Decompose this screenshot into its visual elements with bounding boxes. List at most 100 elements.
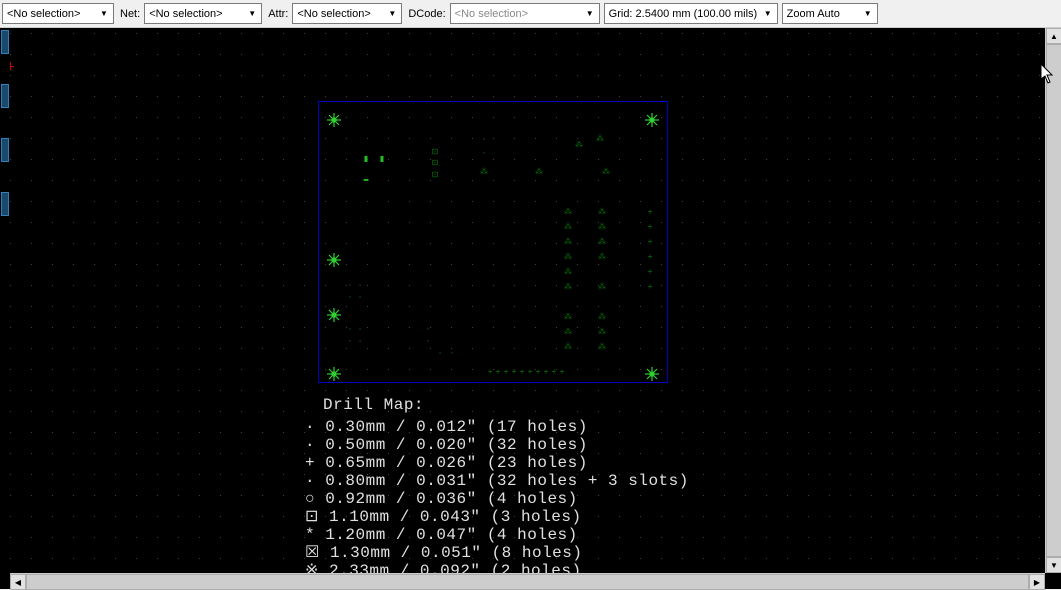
corner-drill-icon xyxy=(327,113,341,127)
drill-mark: · xyxy=(358,294,363,302)
grid-select[interactable]: Grid: 2.5400 mm (100.00 mils) ▼ xyxy=(604,3,778,24)
horizontal-scrollbar[interactable]: ◀ ▶ xyxy=(10,573,1045,589)
drill-mark: ▮ xyxy=(364,156,368,164)
drill-mark: · xyxy=(450,350,455,358)
drill-map-title: Drill Map: xyxy=(323,396,424,414)
scroll-thumb[interactable] xyxy=(1046,44,1061,557)
drill-mark: ⁂ xyxy=(598,329,606,337)
drill-mark: · xyxy=(426,326,431,334)
drill-map-line: + 0.65mm / 0.026" (23 holes) xyxy=(305,454,588,472)
corner-drill-icon xyxy=(327,367,341,381)
drill-mark: ⁂ xyxy=(564,254,572,262)
canvas-area: ▮▮▬⊡⊡⊡··⁂⁂⁂⁂⁂············⁂⁂⁂⁂⁂⁂⁂⁂⁂⁂⁂⁂⁂⁂⁂… xyxy=(0,28,1061,589)
scroll-right-button[interactable]: ▶ xyxy=(1029,574,1045,590)
left-toolbar xyxy=(0,28,10,573)
drill-mark: + xyxy=(488,369,493,377)
net-label: Net: xyxy=(120,8,140,20)
pcb-outline xyxy=(318,101,668,383)
corner-drill-icon xyxy=(645,113,659,127)
vertical-scrollbar[interactable]: ▲ ▼ xyxy=(1045,28,1061,573)
drill-mark: ⁂ xyxy=(564,224,572,232)
drill-mark: ⁂ xyxy=(598,344,606,352)
chevron-down-icon: ▼ xyxy=(97,9,111,18)
dcode-select[interactable]: <No selection> ▼ xyxy=(450,3,600,24)
drill-mark: · xyxy=(348,282,353,290)
drill-mark: + xyxy=(552,369,557,377)
drill-mark: ⁂ xyxy=(564,239,572,247)
drill-mark: + xyxy=(648,239,653,247)
drill-mark: ▬ xyxy=(364,176,369,184)
drill-map-line: · 0.50mm / 0.020" (32 holes) xyxy=(305,436,588,454)
drill-mark: ⁂ xyxy=(480,169,488,177)
left-tool-button[interactable] xyxy=(1,138,9,162)
drill-mark: + xyxy=(536,369,541,377)
drill-mark: ⁂ xyxy=(564,284,572,292)
drill-mark: ⁂ xyxy=(598,209,606,217)
chevron-down-icon: ▼ xyxy=(583,9,597,18)
drill-map-line: · 0.30mm / 0.012" (17 holes) xyxy=(305,418,588,436)
net-select[interactable]: <No selection> ▼ xyxy=(144,3,262,24)
drill-mark: ⊡ xyxy=(432,160,439,168)
drill-map-line: * 1.20mm / 0.047" (4 holes) xyxy=(305,526,578,544)
scroll-left-button[interactable]: ◀ xyxy=(10,574,26,590)
drawing-canvas[interactable]: ▮▮▬⊡⊡⊡··⁂⁂⁂⁂⁂············⁂⁂⁂⁂⁂⁂⁂⁂⁂⁂⁂⁂⁂⁂⁂… xyxy=(10,28,1045,573)
drill-mark: ⊡ xyxy=(432,149,439,157)
drill-mark: + xyxy=(520,369,525,377)
drill-mark: · xyxy=(348,294,353,302)
left-tool-button[interactable] xyxy=(1,192,9,216)
drill-mark: ⁂ xyxy=(598,239,606,247)
attr-label: Attr: xyxy=(268,8,288,20)
drill-mark: + xyxy=(544,369,549,377)
drill-mark: + xyxy=(648,269,653,277)
drill-mark: · xyxy=(358,282,363,290)
drill-mark: ⁂ xyxy=(602,169,610,177)
drill-map-line: ☒ 1.30mm / 0.051" (8 holes) xyxy=(305,544,582,562)
drill-mark: ⁂ xyxy=(598,314,606,322)
drill-mark: ⁂ xyxy=(598,284,606,292)
drill-mark: + xyxy=(496,369,501,377)
attr-select[interactable]: <No selection> ▼ xyxy=(292,3,402,24)
scroll-thumb[interactable] xyxy=(26,574,1029,590)
chevron-down-icon: ▼ xyxy=(761,9,775,18)
drill-mark: · xyxy=(348,338,353,346)
scroll-up-button[interactable]: ▲ xyxy=(1046,28,1061,44)
drill-mark: ⁂ xyxy=(564,329,572,337)
drill-mark: + xyxy=(648,224,653,232)
layer-select[interactable]: <No selection> ▼ xyxy=(2,3,114,24)
drill-mark: ⁂ xyxy=(596,136,604,144)
drill-mark: + xyxy=(504,369,509,377)
drill-mark: ⊡ xyxy=(432,172,439,180)
toolbar: <No selection> ▼ Net: <No selection> ▼ A… xyxy=(0,0,1061,28)
chevron-down-icon: ▼ xyxy=(861,9,875,18)
drill-map-line: · 0.80mm / 0.031" (32 holes + 3 slots) xyxy=(305,472,689,490)
drill-mark: · xyxy=(426,338,431,346)
drill-mark: + xyxy=(648,284,653,292)
drill-mark: ⁂ xyxy=(564,314,572,322)
chevron-down-icon: ▼ xyxy=(385,9,399,18)
drill-mark: ⁂ xyxy=(564,344,572,352)
drill-mark: ⁂ xyxy=(598,254,606,262)
drill-mark: ▮ xyxy=(380,156,384,164)
scroll-down-button[interactable]: ▼ xyxy=(1046,557,1061,573)
drill-mark: + xyxy=(528,369,533,377)
drill-mark: ⁂ xyxy=(564,269,572,277)
drill-mark: ⁂ xyxy=(575,142,583,150)
drill-mark: · xyxy=(482,150,487,158)
left-tool-button[interactable] xyxy=(1,84,9,108)
corner-drill-icon xyxy=(645,367,659,381)
drill-mark: + xyxy=(512,369,517,377)
left-tool-button[interactable] xyxy=(1,30,9,54)
drill-mark: + xyxy=(648,209,653,217)
drill-mark: + xyxy=(648,254,653,262)
zoom-select[interactable]: Zoom Auto ▼ xyxy=(782,3,878,24)
drill-mark: ⁂ xyxy=(535,169,543,177)
cursor-icon xyxy=(1041,64,1055,84)
drill-mark: · xyxy=(482,136,487,144)
corner-drill-icon xyxy=(327,253,341,267)
dcode-label: DCode: xyxy=(408,8,445,20)
chevron-down-icon: ▼ xyxy=(245,9,259,18)
drill-mark: · xyxy=(358,326,363,334)
drill-map-line: ○ 0.92mm / 0.036" (4 holes) xyxy=(305,490,578,508)
drill-map-line: ※ 2.33mm / 0.092" (2 holes) xyxy=(305,562,582,573)
drill-mark: ⁂ xyxy=(598,224,606,232)
